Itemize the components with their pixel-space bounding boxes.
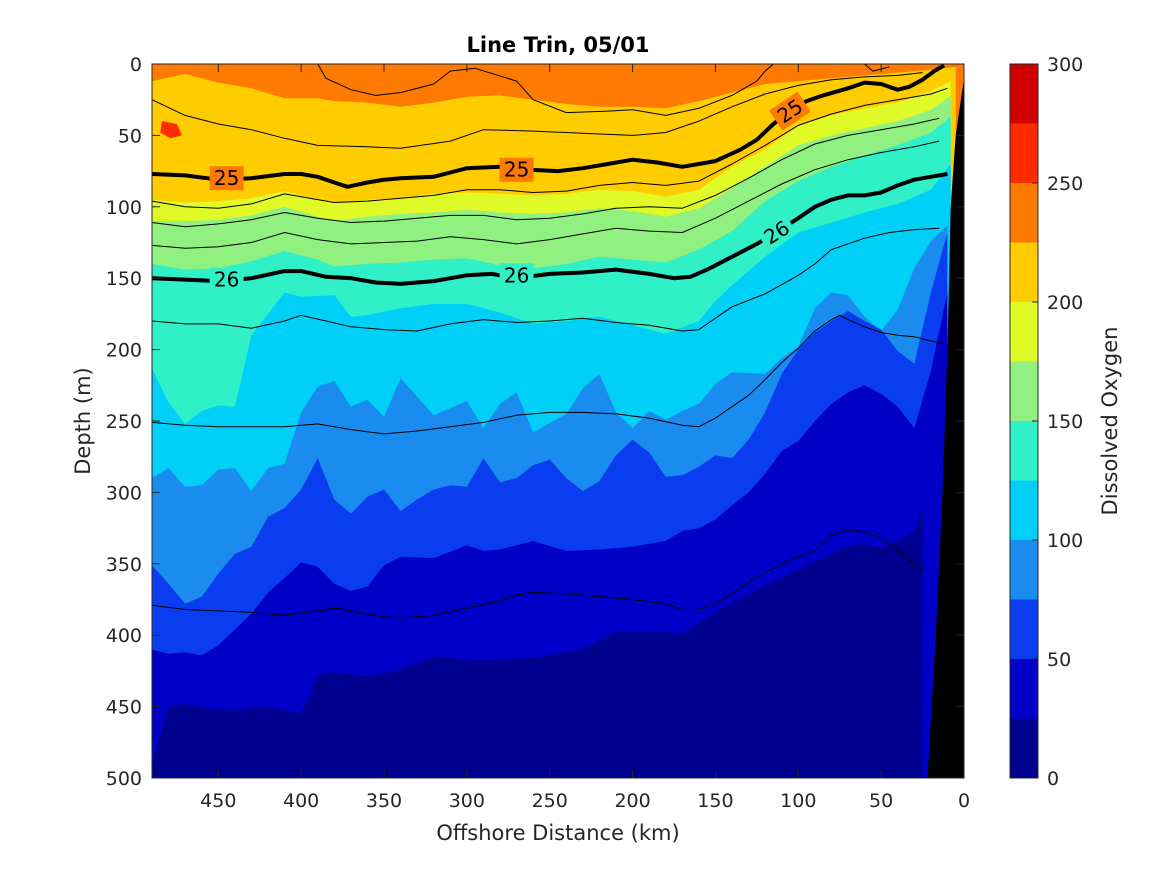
colorbar-segment-0 — [1010, 718, 1038, 778]
colorbar-tick-label: 0 — [1047, 768, 1059, 790]
density-contour-25-25 — [152, 87, 948, 209]
contour-label-backdrop — [499, 263, 534, 288]
colorbar-tick-label: 50 — [1047, 649, 1071, 671]
y-tick-label: 350 — [106, 554, 142, 576]
bottom-topography-layer — [927, 64, 964, 778]
contour-label-text: 26 — [214, 268, 239, 292]
x-tick-label: 350 — [366, 790, 402, 812]
y-axis: 0 50 100 150 200 250 300 350 400 450 500 — [106, 54, 964, 790]
x-axis-label: Offshore Distance (km) — [436, 821, 679, 845]
colorbar-segment-200 — [1010, 242, 1038, 302]
contour-label-text: 25 — [504, 158, 529, 182]
x-axis: 450 400 350 300 250 200 150 100 50 0 — [200, 64, 970, 812]
x-tick-label: 100 — [780, 790, 816, 812]
colorbar-segment-275 — [1010, 64, 1038, 124]
contour-label-text: 26 — [504, 263, 529, 287]
y-tick-label: 250 — [106, 411, 142, 433]
oxygen-band-below-25 — [152, 506, 923, 778]
contour-label-backdrop — [769, 91, 811, 131]
y-tick-label: 450 — [106, 697, 142, 719]
colorbar-segment-250 — [1010, 123, 1038, 183]
colorbar-segment-75 — [1010, 540, 1038, 600]
y-axis-label: Depth (m) — [71, 367, 95, 474]
density-contour-25-5 — [152, 117, 940, 228]
contour-label-backdrop — [209, 267, 244, 292]
colorbar-segment-225 — [1010, 183, 1038, 243]
colorbar-tick-label: 100 — [1047, 530, 1083, 552]
x-tick-label: 50 — [869, 790, 893, 812]
density-contour-layer — [152, 64, 948, 619]
y-tick-label: 400 — [106, 625, 142, 647]
contour-label-backdrop — [499, 157, 534, 182]
colorbar-segment-175 — [1010, 302, 1038, 362]
density-contour-26-75 — [152, 529, 923, 619]
contour-label-text: 25 — [214, 166, 239, 190]
density-contour-26-25 — [152, 227, 940, 332]
x-tick-label: 400 — [283, 790, 319, 812]
x-tick-label: 150 — [697, 790, 733, 812]
colorbar-tick-label: 300 — [1047, 54, 1083, 76]
colorbar-segment-125 — [1010, 421, 1038, 481]
density-contour-24-5 — [864, 64, 890, 72]
density-contour-24-75 — [152, 72, 923, 149]
colorbar — [1009, 63, 1039, 779]
x-tick-label: 300 — [449, 790, 485, 812]
colorbar-segment-100 — [1010, 480, 1038, 540]
density-contour-25 — [152, 64, 946, 189]
colorbar-segment-150 — [1010, 361, 1038, 421]
colorbar-label: Dissolved Oxygen — [1098, 327, 1122, 516]
contour-label-backdrop — [755, 213, 798, 252]
chart-title: Line Trin, 05/01 — [466, 33, 649, 57]
colorbar-segment-50 — [1010, 599, 1038, 659]
y-tick-label: 500 — [106, 768, 142, 790]
seafloor-topography — [927, 64, 964, 778]
y-tick-label: 0 — [130, 54, 142, 76]
contour-label-26: 26 — [209, 267, 244, 292]
density-contour-25-75 — [152, 140, 940, 249]
y-tick-label: 150 — [106, 268, 142, 290]
colorbar-segment-25 — [1010, 659, 1038, 719]
density-contour-24-5 — [317, 64, 774, 116]
y-tick-label: 200 — [106, 340, 142, 362]
x-tick-label: 200 — [614, 790, 650, 812]
density-contour-26-5 — [152, 314, 945, 435]
contour-label-backdrop — [209, 166, 244, 191]
y-tick-label: 50 — [118, 125, 142, 147]
colorbar-tick-label: 250 — [1047, 173, 1083, 195]
oxygen-fill-layer — [152, 64, 964, 778]
x-tick-label: 0 — [958, 790, 970, 812]
high-oxygen-patch — [160, 121, 182, 139]
plot-area — [152, 64, 964, 778]
x-tick-label: 250 — [532, 790, 568, 812]
x-tick-label: 450 — [200, 790, 236, 812]
contour-label-25: 25 — [499, 157, 534, 182]
colorbar-tick-label: 200 — [1047, 292, 1083, 314]
colorbar-axis: 0 50 100 150 200 250 300 — [1032, 54, 1083, 790]
y-tick-label: 100 — [106, 197, 142, 219]
contour-label-25: 25 — [209, 166, 244, 191]
contour-label-26: 26 — [499, 263, 534, 288]
density-contour-26 — [152, 172, 948, 286]
y-tick-label: 300 — [106, 482, 142, 504]
colorbar-tick-label: 150 — [1047, 411, 1083, 433]
